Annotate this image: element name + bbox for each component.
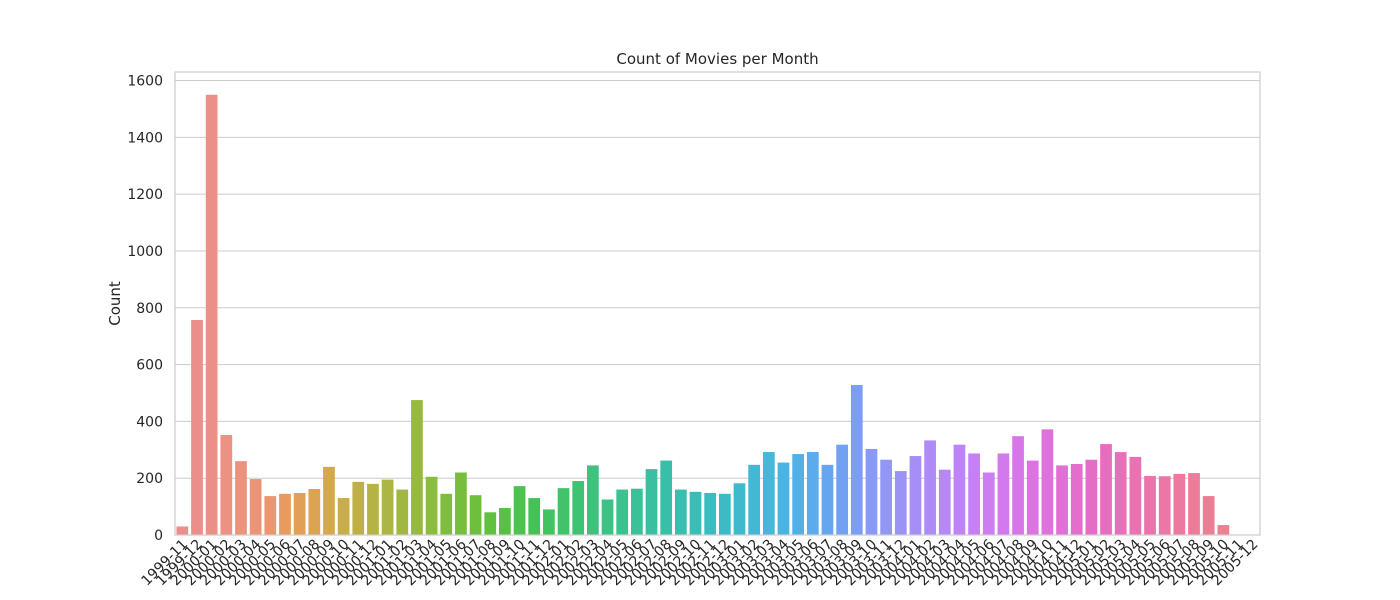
bar-2000-02	[220, 435, 233, 535]
bar-2003-11	[880, 459, 892, 535]
bar-2005-09	[1202, 496, 1215, 535]
bar-2001-08	[484, 512, 497, 535]
bar-2005-02	[1100, 444, 1112, 535]
y-tick-label: 1400	[127, 130, 163, 146]
y-tick-label: 400	[136, 414, 163, 430]
bar-2004-05	[968, 453, 980, 535]
bar-2003-09	[850, 385, 863, 535]
bar-2002-07	[645, 469, 658, 535]
y-tick-label: 800	[136, 301, 163, 317]
bar-2002-10	[689, 491, 702, 535]
bar-2005-10	[1217, 525, 1230, 535]
bar-2003-02	[748, 464, 761, 535]
bar-2005-08	[1188, 473, 1200, 535]
bar-2004-03	[938, 469, 951, 535]
bar-2002-05	[616, 489, 629, 535]
bar-2003-06	[806, 452, 819, 535]
bar-2005-06	[1158, 476, 1171, 535]
plot-frame	[174, 71, 1261, 536]
bar-2001-04	[425, 476, 438, 535]
bar-2003-08	[836, 444, 848, 535]
y-tick-label: 200	[136, 471, 163, 487]
bar-2000-06	[279, 493, 291, 535]
bar-2001-09	[499, 508, 511, 535]
bar-2001-01	[381, 479, 394, 535]
y-tick-labels: 0 200 400 600 800 1000 1200 1400 1600	[127, 74, 163, 544]
bar-2004-11	[1056, 465, 1068, 535]
y-tick-label: 600	[136, 358, 163, 374]
bar-2000-10	[337, 498, 350, 535]
bar-2001-03	[411, 400, 423, 535]
bar-2004-07	[997, 453, 1010, 535]
chart-title: Count of Movies per Month	[616, 50, 818, 68]
bar-2001-07	[469, 495, 482, 535]
bar-2001-06	[455, 472, 467, 535]
bar-2002-03	[587, 465, 599, 535]
bar-2004-04	[953, 444, 966, 535]
bar-2000-01	[205, 94, 218, 535]
bar-2005-07	[1173, 473, 1186, 535]
bar-2001-10	[513, 486, 526, 535]
bar-2002-12	[718, 493, 731, 535]
bar-2002-06	[630, 488, 643, 535]
y-axis-label: Count	[106, 281, 124, 326]
bar-2000-04	[249, 479, 262, 535]
bar-2001-05	[440, 493, 453, 535]
bar-2001-11	[528, 498, 541, 535]
bar-2002-09	[674, 489, 687, 535]
bar-2003-04	[777, 462, 790, 535]
bar-2003-05	[792, 454, 805, 535]
bar-2004-09	[1026, 460, 1039, 535]
bar-2004-08	[1012, 436, 1024, 535]
bar-2003-12	[894, 471, 907, 535]
y-tick-label: 1200	[127, 187, 163, 203]
bar-2005-05	[1144, 475, 1156, 535]
bar-2004-01	[909, 456, 922, 535]
bars	[176, 94, 1230, 535]
y-tick-label: 1000	[127, 244, 163, 260]
bar-2003-10	[865, 448, 878, 535]
bar-2000-11	[352, 481, 365, 535]
y-tick-label: 0	[154, 528, 163, 544]
bar-2002-02	[572, 481, 585, 535]
bar-2001-02	[396, 489, 409, 535]
bar-2005-01	[1085, 459, 1098, 535]
bar-2005-04	[1129, 456, 1142, 535]
bar-2003-07	[821, 464, 834, 535]
bar-2004-12	[1070, 463, 1083, 535]
bar-2002-11	[704, 492, 717, 535]
bar-2000-12	[367, 483, 379, 535]
bar-2000-07	[293, 492, 306, 535]
bar-2000-03	[235, 461, 247, 535]
y-tick-label: 1600	[127, 74, 163, 90]
grid-lines	[175, 80, 1260, 536]
bar-2004-02	[924, 440, 936, 535]
bar-2002-08	[660, 460, 673, 535]
bar-2002-04	[601, 499, 614, 535]
bar-2005-03	[1114, 452, 1127, 535]
bar-2000-08	[308, 488, 321, 535]
bar-2003-03	[762, 452, 775, 535]
bar-2002-01	[557, 488, 570, 535]
bar-1999-12	[191, 319, 203, 535]
bar-2004-06	[982, 472, 995, 535]
bar-2003-01	[733, 483, 746, 535]
bar-2001-12	[543, 509, 555, 535]
bar-1999-11	[176, 526, 189, 535]
x-tick-labels: 1999-111999-122000-012000-022000-032000-…	[138, 536, 1261, 589]
bar-2000-05	[264, 496, 277, 535]
bar-2004-10	[1041, 429, 1054, 535]
bar-2000-09	[323, 466, 335, 535]
